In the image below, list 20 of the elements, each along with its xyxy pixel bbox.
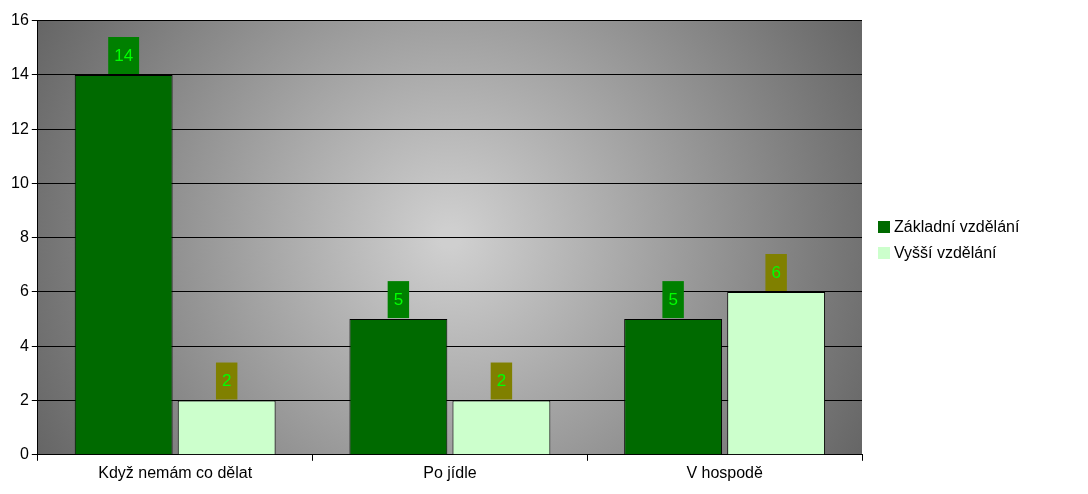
x-tick-label: Po jídle <box>423 463 477 481</box>
legend-label: Základní vzdělání <box>894 218 1020 236</box>
y-tick-label: 8 <box>19 228 29 246</box>
data-label: 5 <box>393 289 404 309</box>
x-tick-label: V hospodě <box>686 463 763 481</box>
y-tick-label: 14 <box>11 65 29 83</box>
legend-label: Vyšší vzdělání <box>894 244 997 262</box>
data-label: 6 <box>771 262 781 282</box>
data-label: 2 <box>221 371 232 391</box>
y-tick-label: 0 <box>19 445 29 463</box>
x-tick-label: Když nemám co dělat <box>98 463 253 481</box>
data-label: 5 <box>668 289 678 309</box>
data-label: 2 <box>496 371 507 391</box>
y-tick-label: 12 <box>11 119 29 137</box>
y-tick-label: 2 <box>19 390 29 408</box>
y-tick-label: 6 <box>19 282 29 300</box>
y-tick-label: 4 <box>19 336 29 354</box>
y-tick-label: 10 <box>11 173 29 191</box>
data-label: 14 <box>114 45 134 65</box>
y-tick-label: 16 <box>11 11 29 29</box>
